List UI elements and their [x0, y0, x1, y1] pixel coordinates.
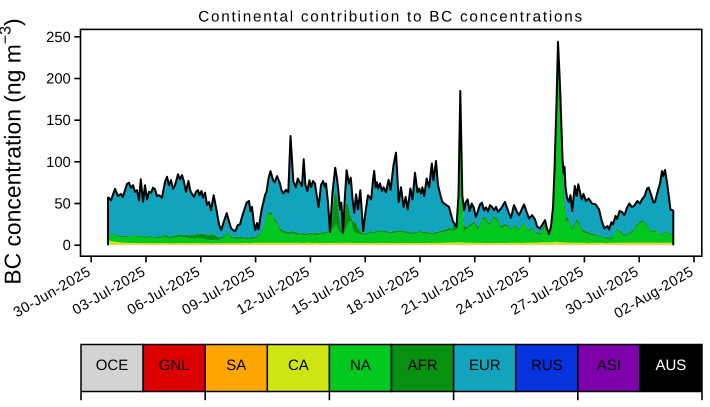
- svg-text:250: 250: [46, 30, 71, 46]
- svg-text:100: 100: [46, 155, 71, 171]
- svg-text:GNL: GNL: [159, 357, 190, 374]
- svg-text:CA: CA: [288, 357, 309, 374]
- svg-text:AFR: AFR: [408, 357, 438, 374]
- svg-text:RUS: RUS: [531, 357, 563, 374]
- svg-text:OCE: OCE: [96, 357, 129, 374]
- svg-text:EUR: EUR: [469, 357, 501, 374]
- svg-text:50: 50: [54, 197, 70, 213]
- svg-text:200: 200: [46, 72, 71, 88]
- svg-text:AUS: AUS: [655, 357, 686, 374]
- svg-text:NA: NA: [350, 357, 371, 374]
- svg-text:Continental contribution to BC: Continental contribution to BC concentra…: [198, 9, 584, 26]
- svg-text:150: 150: [46, 113, 71, 129]
- svg-text:SA: SA: [226, 357, 246, 374]
- svg-text:ASI: ASI: [597, 357, 621, 374]
- svg-text:0: 0: [63, 238, 71, 254]
- svg-text:BC concentration (ng m−3): BC concentration (ng m−3): [0, 18, 26, 284]
